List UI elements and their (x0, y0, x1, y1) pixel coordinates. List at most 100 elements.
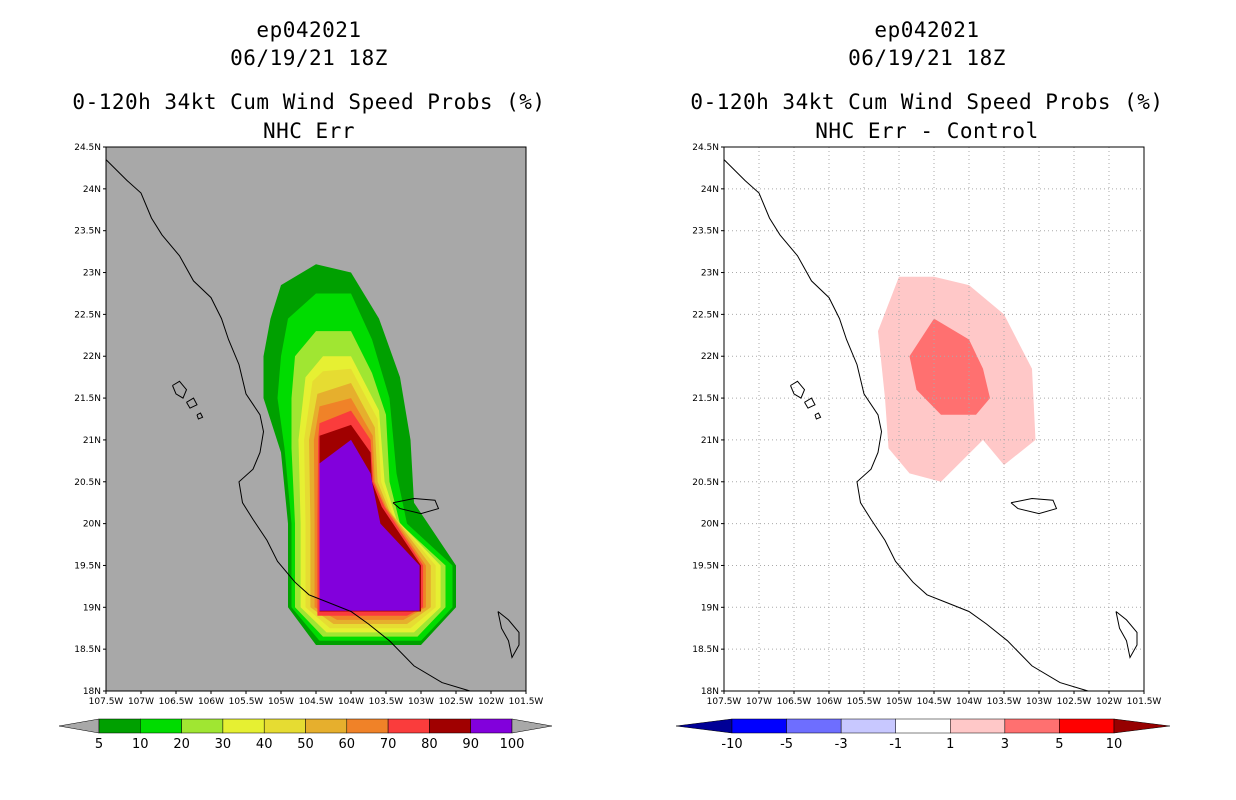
colorbar-label: 40 (256, 737, 273, 752)
colorbar-label: 50 (297, 737, 314, 752)
product-subtitle: NHC Err (262, 119, 355, 143)
y-tick-label: 22N (701, 352, 719, 362)
y-tick-label: 22N (83, 352, 101, 362)
product-title: 0-120h 34kt Cum Wind Speed Probs (%) (72, 90, 546, 114)
y-tick-label: 23N (83, 269, 101, 279)
x-tick-label: 106.5W (777, 697, 812, 707)
island-outline (1115, 611, 1138, 659)
island-outline (804, 397, 816, 409)
x-tick-label: 107W (746, 697, 772, 707)
colorbar-label: 100 (500, 737, 525, 752)
y-tick-label: 19.5N (692, 561, 719, 571)
y-tick-label: 20.5N (692, 478, 719, 488)
colorbar-swatch (305, 718, 348, 734)
panel-nhc-err: ep042021 06/19/21 18Z 0-120h 34kt Cum Wi… (58, 18, 553, 752)
colorbar-swatch (470, 718, 513, 734)
x-tick-label: 102.5W (1057, 697, 1092, 707)
colorbar-swatch (181, 718, 224, 734)
colorbar-label: 70 (380, 737, 397, 752)
x-tick-label: 105.5W (229, 697, 264, 707)
island-outline (186, 397, 198, 409)
x-tick-label: 107W (128, 697, 154, 707)
difference-map-chart: 107.5W 107W 106.5W 106W 105.5W 105W 104.5W 104W… (675, 143, 1171, 752)
x-tick-label: 106.5W (159, 697, 194, 707)
x-tick-label: 103W (408, 697, 434, 707)
y-tick-label: 21N (83, 436, 101, 446)
y-tick-label: 24N (701, 185, 719, 195)
colorbar-swatch (222, 718, 265, 734)
colorbar-swatch (840, 718, 896, 734)
colorbar-arrow-high (511, 718, 553, 734)
colorbar-arrow-low (58, 718, 100, 734)
colorbar-swatch (98, 718, 141, 734)
y-tick-label: 22.5N (74, 310, 101, 320)
x-tick-label: 102W (478, 697, 504, 707)
y-tick-label: 21.5N (74, 394, 101, 404)
colorbar-swatch (140, 718, 182, 734)
colorbar: 5 10 20 30 40 50 60 70 80 90 100 (58, 718, 553, 752)
panel-nhc-err-control: ep042021 06/19/21 18Z 0-120h 34kt Cum Wi… (618, 0, 1236, 800)
colorbar-label: 1 (946, 737, 954, 752)
y-tick-label: 22.5N (692, 310, 719, 320)
y-tick-label: 19.5N (74, 561, 101, 571)
colorbar-label: 90 (462, 737, 479, 752)
x-tick-label: 106W (816, 697, 842, 707)
y-tick-label: 21N (701, 436, 719, 446)
y-tick-label: 20N (83, 520, 101, 530)
y-tick-label: 19N (701, 603, 719, 613)
colorbar-swatch (387, 718, 430, 734)
y-tick-label: 20N (701, 520, 719, 530)
colorbar-label: -10 (721, 737, 742, 752)
forecast-datetime: 06/19/21 18Z (230, 46, 388, 70)
x-tick-label: 107.5W (707, 697, 742, 707)
y-tick-label: 18N (83, 687, 101, 697)
product-subtitle: NHC Err - Control (815, 119, 1039, 143)
y-tick-label: 18N (701, 687, 719, 697)
storm-id: ep042021 (256, 18, 362, 42)
island-outline (790, 380, 806, 399)
colorbar-label: 5 (1055, 737, 1063, 752)
colorbar-swatch (786, 718, 842, 734)
contour-level-90 (319, 439, 420, 611)
colorbar-swatch (429, 718, 471, 734)
storm-id: ep042021 (874, 18, 980, 42)
x-tick-label: 102W (1096, 697, 1122, 707)
y-tick-label: 19N (83, 603, 101, 613)
forecast-datetime: 06/19/21 18Z (848, 46, 1006, 70)
colorbar-label: 3 (1001, 737, 1009, 752)
y-tick-label: 23N (701, 269, 719, 279)
island-outline (392, 497, 440, 515)
island-outline (1010, 497, 1058, 515)
coastline (105, 159, 471, 692)
y-tick-label: 18.5N (74, 645, 101, 655)
x-tick-label: 103W (1026, 697, 1052, 707)
colorbar-swatch (346, 718, 389, 734)
x-tick-label: 103.5W (369, 697, 404, 707)
colorbar-swatch (1004, 718, 1060, 734)
x-tick-label: 104W (338, 697, 364, 707)
probability-map-chart: 107.5W 107W 106.5W 106W 105.5W 105W 104.5W 104W… (58, 143, 553, 752)
colorbar-label: -1 (889, 737, 902, 752)
contour-level-3 (909, 318, 990, 415)
island-outline (814, 412, 822, 420)
grid-lines (724, 147, 1144, 691)
x-tick-label: 105W (268, 697, 294, 707)
colorbar-label: 30 (215, 737, 232, 752)
y-tick-label: 18.5N (692, 645, 719, 655)
colorbar-swatch (1059, 718, 1115, 734)
y-tick-label: 24.5N (74, 143, 101, 153)
product-title: 0-120h 34kt Cum Wind Speed Probs (%) (690, 90, 1164, 114)
x-tick-label: 105.5W (847, 697, 882, 707)
x-tick-label: 104.5W (299, 697, 334, 707)
y-tick-label: 24N (83, 185, 101, 195)
x-tick-label: 107.5W (89, 697, 124, 707)
island-outline (196, 412, 204, 420)
colorbar-label: -3 (835, 737, 848, 752)
x-tick-label: 104W (956, 697, 982, 707)
colorbar-arrow-low (675, 718, 733, 734)
x-tick-label: 106W (198, 697, 224, 707)
x-tick-label: 102.5W (439, 697, 474, 707)
coastline (723, 159, 1089, 692)
colorbar-swatch (895, 718, 951, 734)
x-tick-label: 101.5W (1127, 697, 1162, 707)
